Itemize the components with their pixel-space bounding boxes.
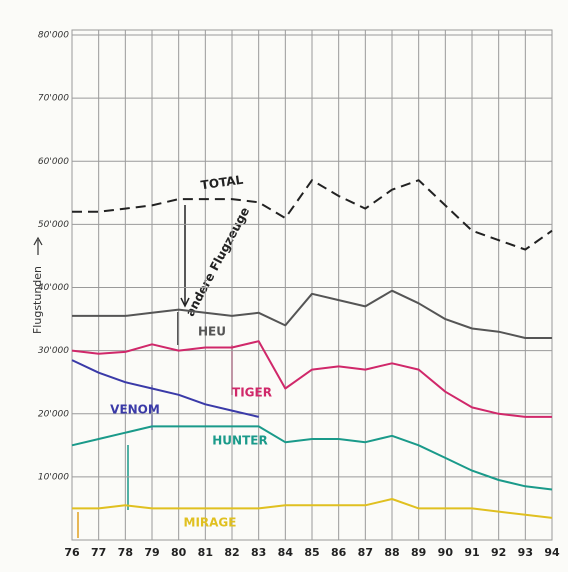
- x-tick-label: 92: [491, 546, 506, 559]
- x-tick-label: 82: [224, 546, 239, 559]
- x-tick-label: 93: [518, 546, 533, 559]
- series-label: VENOM: [110, 403, 160, 417]
- y-tick-label: 20'000: [38, 409, 69, 419]
- x-tick-label: 83: [251, 546, 266, 559]
- x-tick-label: 77: [91, 546, 106, 559]
- series-label: TOTAL: [200, 173, 244, 193]
- x-tick-label: 78: [118, 546, 133, 559]
- series-line: [71, 359, 259, 418]
- x-tick-label: 88: [384, 546, 399, 559]
- y-tick-label: 30'000: [38, 346, 69, 356]
- series-label: HEU: [198, 325, 226, 339]
- y-tick-label: 80'000: [38, 31, 69, 41]
- y-tick-label: 60'000: [38, 157, 69, 167]
- y-tick-label: 10'000: [38, 472, 69, 482]
- x-tick-label: 94: [544, 546, 560, 559]
- y-axis-label: Flugstunden: [31, 266, 44, 334]
- x-tick-label: 80: [171, 546, 187, 559]
- x-tick-label: 84: [278, 546, 294, 559]
- series-label: TIGER: [232, 386, 272, 400]
- series-label: HUNTER: [212, 434, 267, 448]
- series-line: [71, 340, 552, 418]
- series-line: [72, 498, 553, 519]
- x-tick-label: 87: [358, 546, 373, 559]
- y-tick-label: 70'000: [38, 94, 69, 104]
- y-tick-label: 40'000: [38, 283, 69, 293]
- series-line: [72, 289, 552, 339]
- axis-arrow-head: [33, 236, 43, 246]
- series-label: MIRAGE: [184, 516, 237, 530]
- x-tick-label: 85: [304, 546, 319, 559]
- x-tick-label: 90: [438, 546, 454, 559]
- y-axis-label-group: Flugstunden: [31, 266, 44, 334]
- x-tick-label: 86: [331, 546, 347, 559]
- x-tick-label: 79: [144, 546, 159, 559]
- x-tick-label: 76: [64, 546, 80, 559]
- series-line: [72, 179, 553, 251]
- x-tick-label: 89: [411, 546, 426, 559]
- x-tick-label: 81: [198, 546, 213, 559]
- series-line: [71, 425, 553, 491]
- y-tick-label: 50'000: [38, 220, 69, 230]
- x-tick-label: 91: [464, 546, 479, 559]
